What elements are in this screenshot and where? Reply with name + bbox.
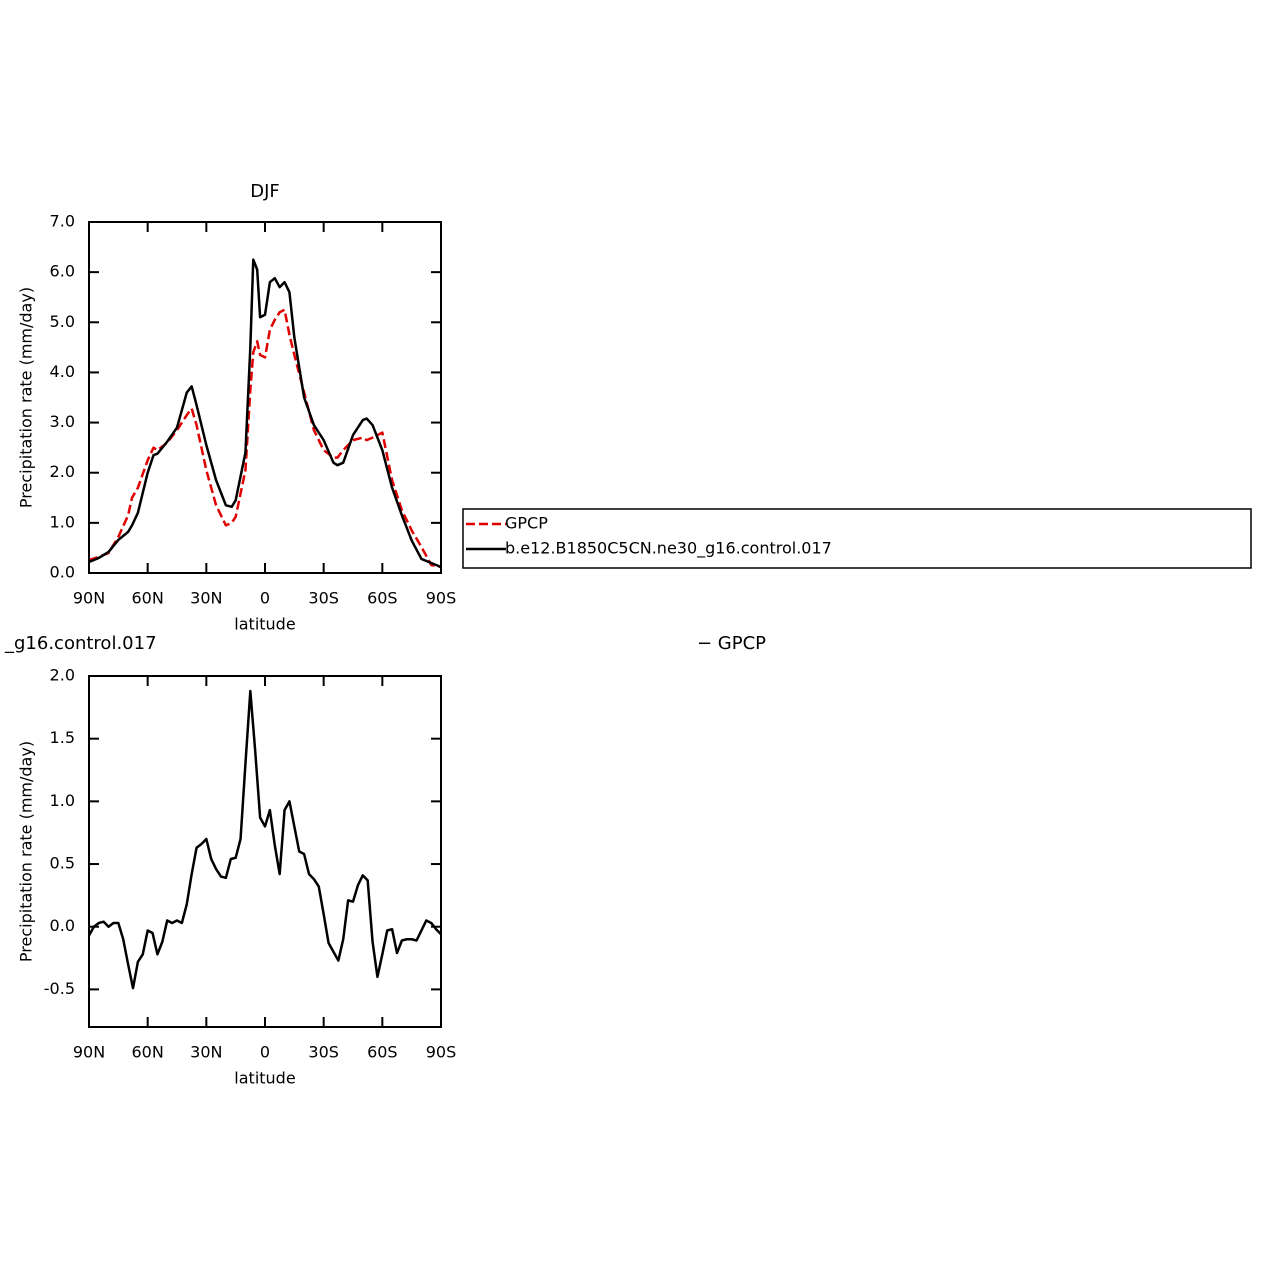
x-tick-label: 90S [426,1043,457,1062]
x-tick-label: 30N [190,1043,222,1062]
series-line [88,258,442,569]
series-line [88,308,442,569]
x-tick-label: 60S [367,1043,398,1062]
x-tick-label: 90S [426,589,457,608]
y-axis-label: Precipitation rate (mm/day) [17,741,36,962]
series-line [87,689,442,990]
x-tick-label: 60N [132,1043,164,1062]
y-tick-label: 3.0 [50,412,75,431]
y-tick-label: 0.0 [50,916,75,935]
y-tick-label: -0.5 [44,979,75,998]
legend-box [462,508,1252,569]
chart-title: DJF [250,181,280,202]
y-axis-label: Precipitation rate (mm/day) [17,287,36,508]
y-tick-label: 5.0 [50,312,75,331]
chart-title-left: _g16.control.017 [4,633,157,654]
x-tick-label: 30N [190,589,222,608]
x-tick-label: 0 [260,589,270,608]
y-tick-label: 2.0 [50,666,75,685]
legend-label: GPCP [505,514,548,533]
x-tick-label: 0 [260,1043,270,1062]
plot-frame [88,221,442,574]
y-tick-label: 1.0 [50,512,75,531]
x-tick-label: 60S [367,589,398,608]
y-tick-label: 2.0 [50,462,75,481]
y-tick-label: 0.0 [50,563,75,582]
chart-title-right: − GPCP [697,633,766,654]
y-tick-label: 1.5 [50,728,75,747]
plot-frame [88,675,442,1028]
x-tick-label: 30S [308,589,339,608]
y-tick-label: 0.5 [50,854,75,873]
x-tick-label: 60N [132,589,164,608]
x-tick-label: 90N [73,589,105,608]
y-tick-label: 7.0 [50,212,75,231]
y-tick-label: 1.0 [50,791,75,810]
x-axis-label: latitude [234,1069,295,1088]
x-tick-label: 90N [73,1043,105,1062]
y-tick-label: 4.0 [50,362,75,381]
x-tick-label: 30S [308,1043,339,1062]
legend-label: b.e12.B1850C5CN.ne30_g16.control.017 [505,539,832,559]
y-tick-label: 6.0 [50,262,75,281]
x-axis-label: latitude [234,615,295,634]
